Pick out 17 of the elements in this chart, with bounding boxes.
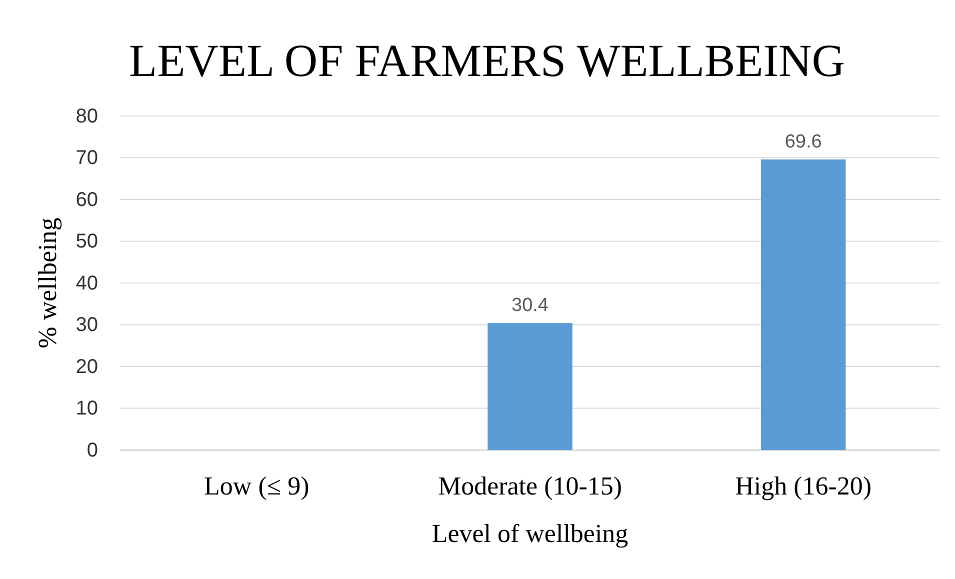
data-label: 69.6 <box>784 131 822 152</box>
y-tick-label: 10 <box>76 398 98 420</box>
y-tick-label: 40 <box>76 272 98 294</box>
y-tick-label: 80 <box>76 105 98 128</box>
x-axis-title: Level of wellbeing <box>432 519 628 548</box>
y-tick-label: 70 <box>76 147 98 170</box>
y-tick-label: 0 <box>86 439 98 462</box>
y-tick-label: 30 <box>76 314 98 336</box>
y-axis-title: % wellbeing <box>33 218 62 348</box>
x-tick-label: Low (≤ 9) <box>204 471 310 500</box>
chart-title: LEVEL OF FARMERS WELLBEING <box>129 35 845 86</box>
y-tick-label: 50 <box>76 230 98 253</box>
y-tick-label: 60 <box>76 188 98 211</box>
x-tick-label: High (16-20) <box>735 471 872 500</box>
x-tick-label: Moderate (10-15) <box>438 471 622 500</box>
data-label: 30.4 <box>512 295 549 316</box>
y-tick-label: 20 <box>76 356 98 378</box>
